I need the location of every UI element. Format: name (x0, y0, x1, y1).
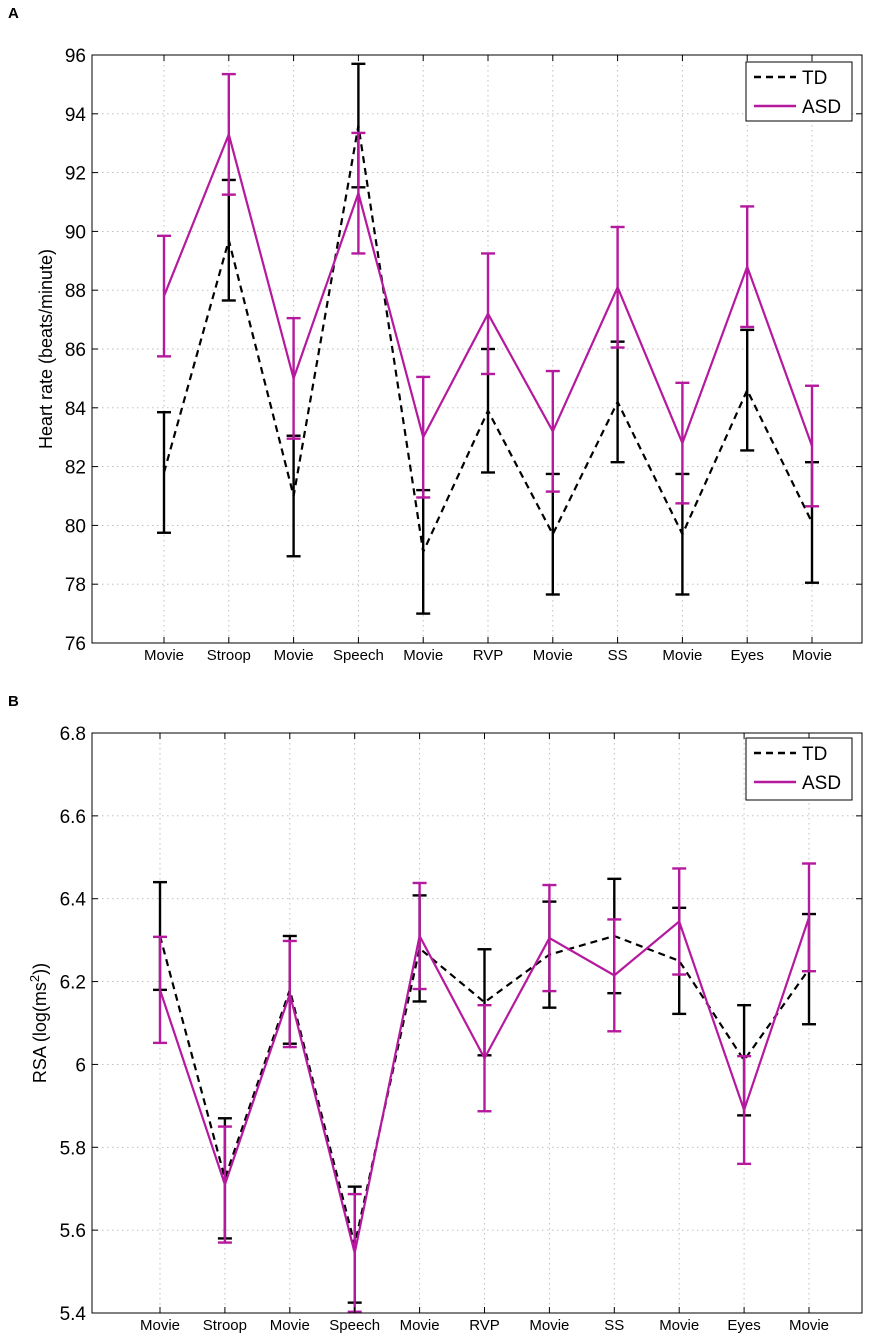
error-bar-asd (805, 384, 819, 508)
legend: TD ASD (745, 61, 853, 122)
legend: TD ASD (745, 737, 853, 801)
panel-a-heart-rate: A 76 78 80 82 84 86 88 90 92 94 96 Movie Stroop Movi… (8, 5, 863, 664)
y-tick-label: 94 (65, 105, 87, 126)
series-line-td (162, 125, 813, 556)
x-tick-label: RVP (469, 1317, 500, 1334)
panel-letter-b: B (8, 693, 19, 710)
x-tick-label: Eyes (727, 1317, 760, 1334)
y-tick-label: 88 (65, 281, 86, 302)
x-tick-label: Eyes (731, 647, 764, 664)
series-line-asd (162, 130, 814, 447)
legend-label-asd: ASD (802, 97, 841, 118)
legend-box (745, 61, 853, 122)
series-line-td (158, 934, 810, 1245)
series-asd (157, 72, 819, 508)
series-line-asd (158, 917, 811, 1254)
y-tick-label: 78 (65, 575, 86, 596)
x-tick-label: Speech (333, 647, 384, 664)
x-tick-label: Movie (662, 647, 702, 664)
legend-box (745, 737, 853, 801)
series-asd (153, 862, 816, 1313)
y-tick-label: 92 (65, 164, 86, 185)
y-axis-label-b: RSA (log(ms2)) (27, 963, 50, 1083)
y-tick-label: 82 (65, 458, 86, 479)
x-tick-label: Movie (140, 1317, 180, 1334)
y-tick-label: 86 (65, 340, 86, 361)
x-tick-label: Movie (533, 647, 573, 664)
y-tick-label: 84 (65, 399, 87, 420)
error-bar-asd (157, 234, 171, 358)
legend-label-td: TD (802, 68, 827, 89)
y-tick-label: 6.8 (60, 724, 86, 745)
y-tick-label: 6.4 (60, 890, 87, 911)
y-tick-label: 76 (65, 634, 86, 655)
x-tick-label: Movie (659, 1317, 699, 1334)
x-tick-label: SS (608, 647, 628, 664)
y-label-superscript: 2 (27, 975, 42, 982)
y-tick-label: 5.8 (60, 1138, 86, 1159)
x-tick-label: Movie (789, 1317, 829, 1334)
x-tick-label: SS (604, 1317, 624, 1334)
x-tick-label: Stroop (203, 1317, 247, 1334)
error-bar-td (740, 328, 755, 452)
y-tick-label: 5.4 (60, 1304, 87, 1325)
y-tick-label: 6 (75, 1055, 86, 1076)
x-tick-label: Movie (403, 647, 443, 664)
x-tick-label: Movie (274, 647, 314, 664)
x-tick-label: Movie (529, 1317, 569, 1334)
panel-b-rsa: B 5.4 5.6 5.8 6 6.2 6.4 6.6 6.8 Movie Stroop Movi… (8, 693, 863, 1334)
x-tick-label: Movie (400, 1317, 440, 1334)
legend-label-td: TD (802, 744, 827, 765)
y-tick-label: 5.6 (60, 1221, 86, 1242)
x-tick-label: Movie (270, 1317, 310, 1334)
plot-frame-b (91, 732, 863, 1314)
y-tick-label: 96 (65, 46, 86, 67)
y-tick-label: 80 (65, 516, 86, 537)
y-tick-label: 6.2 (60, 973, 86, 994)
x-tick-label: Movie (144, 647, 184, 664)
legend-label-asd: ASD (802, 773, 841, 794)
x-tick-label: Speech (329, 1317, 380, 1334)
x-tick-label: Movie (792, 647, 832, 664)
panel-letter-a: A (8, 5, 19, 22)
y-axis-label-a: Heart rate (beats/minute) (36, 249, 56, 449)
y-tick-label: 90 (65, 222, 86, 243)
x-tick-label: Stroop (207, 647, 251, 664)
y-tick-label: 6.6 (60, 807, 86, 828)
x-tick-label: RVP (473, 647, 504, 664)
